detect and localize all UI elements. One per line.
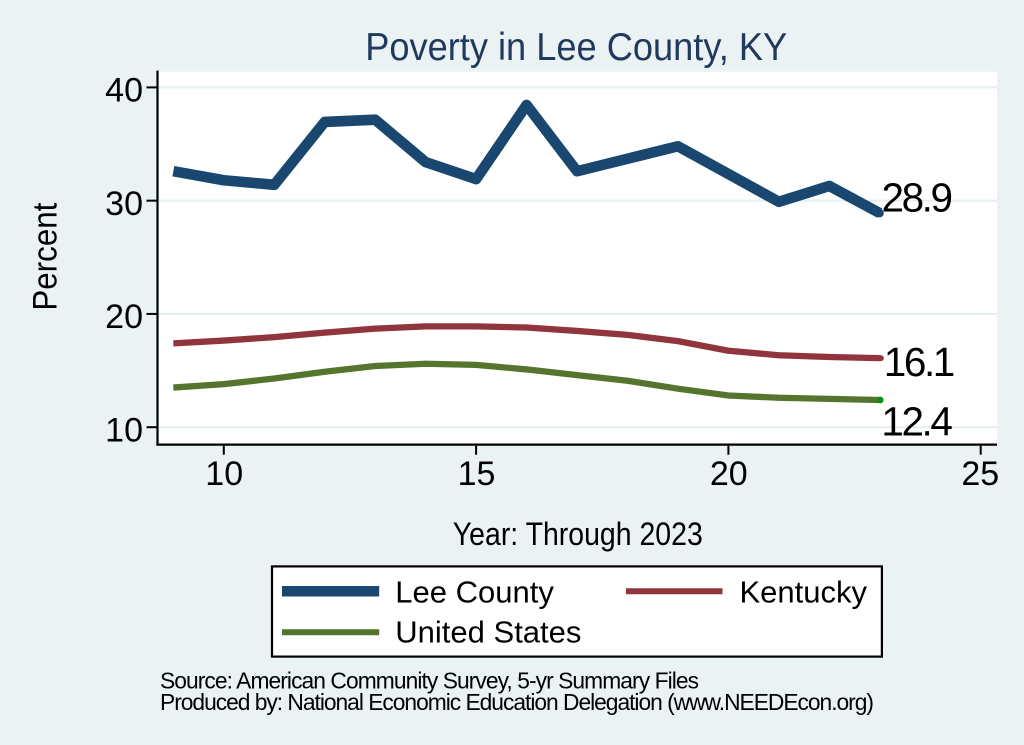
svg-text:25: 25 — [961, 455, 999, 493]
svg-text:28.9: 28.9 — [882, 174, 954, 220]
svg-text:40: 40 — [105, 72, 143, 110]
svg-text:16.1: 16.1 — [884, 339, 956, 385]
svg-text:Source: American Community Sur: Source: American Community Survey, 5-yr … — [160, 667, 699, 693]
svg-text:20: 20 — [105, 298, 143, 336]
svg-text:10: 10 — [105, 412, 143, 450]
svg-text:Poverty in Lee County, KY: Poverty in Lee County, KY — [365, 26, 787, 69]
svg-text:10: 10 — [205, 455, 243, 493]
svg-text:United States: United States — [395, 614, 581, 649]
svg-text:30: 30 — [105, 185, 143, 223]
svg-text:Percent: Percent — [26, 202, 64, 310]
svg-text:Lee County: Lee County — [395, 574, 554, 609]
svg-text:Produced by: National Economic: Produced by: National Economic Education… — [160, 689, 874, 715]
svg-text:Year: Through 2023: Year: Through 2023 — [453, 516, 703, 552]
svg-text:Kentucky: Kentucky — [740, 574, 868, 609]
svg-text:20: 20 — [710, 455, 748, 493]
svg-text:12.4: 12.4 — [881, 399, 953, 445]
svg-text:15: 15 — [458, 455, 496, 493]
